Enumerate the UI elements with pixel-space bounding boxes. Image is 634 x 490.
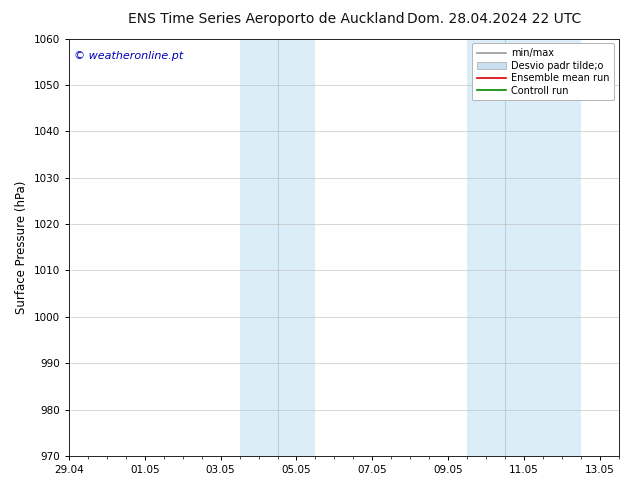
Bar — [467, 39, 505, 456]
Y-axis label: Surface Pressure (hPa): Surface Pressure (hPa) — [15, 181, 28, 314]
Legend: min/max, Desvio padr tilde;o, Ensemble mean run, Controll run: min/max, Desvio padr tilde;o, Ensemble m… — [472, 44, 614, 100]
Text: Dom. 28.04.2024 22 UTC: Dom. 28.04.2024 22 UTC — [408, 12, 581, 26]
Bar — [240, 39, 278, 456]
Bar — [505, 39, 581, 456]
Text: ENS Time Series Aeroporto de Auckland: ENS Time Series Aeroporto de Auckland — [128, 12, 404, 26]
Text: © weatheronline.pt: © weatheronline.pt — [74, 51, 184, 61]
Bar — [278, 39, 316, 456]
